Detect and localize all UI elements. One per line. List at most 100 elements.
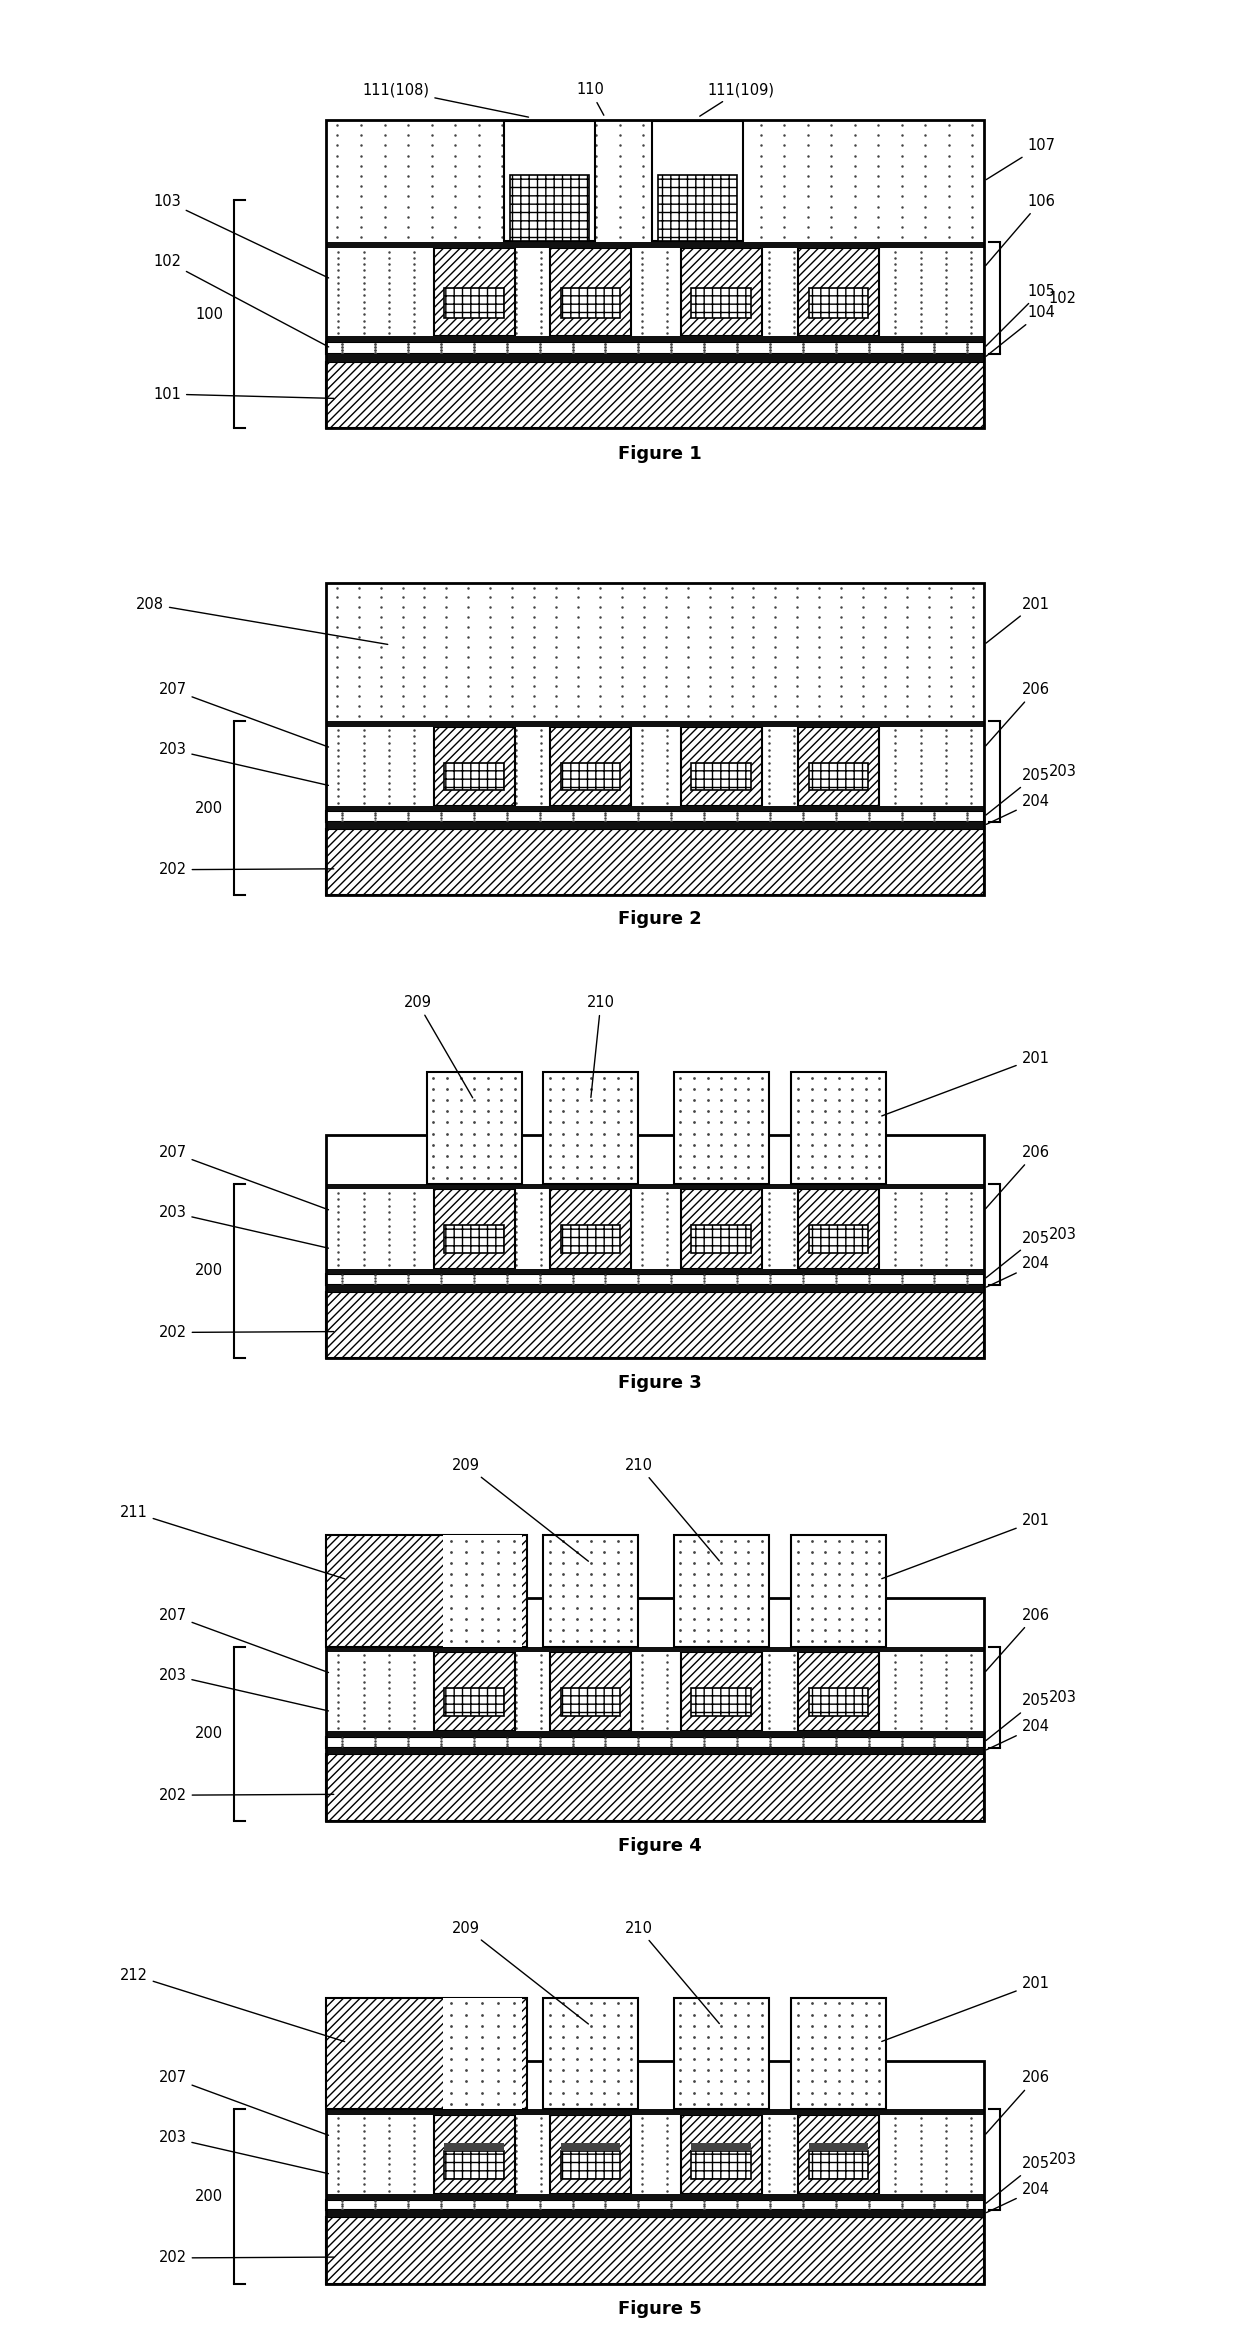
Bar — [444, 289, 503, 317]
Bar — [444, 2150, 503, 2178]
Text: 103: 103 — [153, 193, 329, 277]
Bar — [326, 2200, 983, 2211]
Text: 204: 204 — [986, 2181, 1049, 2214]
Text: 207: 207 — [159, 1144, 329, 1210]
Bar — [791, 1535, 887, 1647]
Bar — [443, 1535, 522, 1647]
Text: 204: 204 — [986, 1720, 1049, 1751]
Bar — [326, 1189, 983, 1269]
Bar — [681, 1652, 761, 1732]
Bar — [434, 1652, 515, 1732]
Text: 202: 202 — [159, 862, 334, 877]
Text: Figure 1: Figure 1 — [619, 444, 702, 463]
Bar — [326, 1732, 983, 1737]
Text: 211: 211 — [120, 1504, 345, 1579]
Text: 204: 204 — [986, 794, 1049, 825]
Text: 209: 209 — [403, 994, 472, 1097]
Text: 102: 102 — [153, 254, 329, 348]
Bar — [326, 1652, 983, 1732]
Text: 202: 202 — [159, 1788, 334, 1802]
Text: 111(108): 111(108) — [362, 82, 528, 118]
Bar — [551, 2115, 631, 2195]
Text: 203: 203 — [1049, 2153, 1076, 2167]
Bar — [681, 249, 761, 336]
Text: 210: 210 — [587, 994, 615, 1097]
Text: 203: 203 — [159, 2131, 329, 2174]
Bar — [326, 1755, 983, 1821]
Text: Figure 5: Figure 5 — [619, 2301, 702, 2317]
Text: 205: 205 — [986, 1694, 1049, 1741]
Bar — [326, 362, 983, 428]
Bar — [326, 1737, 983, 1748]
Bar — [510, 174, 589, 242]
Bar — [551, 1652, 631, 1732]
Text: 203: 203 — [1049, 1690, 1076, 1704]
Bar — [326, 830, 983, 895]
Bar — [326, 1135, 983, 1358]
Bar — [791, 1998, 887, 2110]
Text: 203: 203 — [159, 743, 329, 785]
Bar — [791, 1072, 887, 1184]
Text: 201: 201 — [986, 597, 1049, 644]
Bar — [444, 761, 503, 790]
Bar — [326, 2195, 983, 2200]
Text: 207: 207 — [159, 1607, 329, 1673]
Bar — [326, 2061, 983, 2284]
Bar — [434, 249, 515, 336]
Text: 110: 110 — [577, 82, 604, 115]
Bar — [808, 1224, 868, 1253]
Text: 210: 210 — [625, 1457, 719, 1560]
Bar — [326, 1292, 983, 1358]
Bar — [651, 120, 743, 242]
Bar — [326, 249, 983, 336]
Bar — [692, 1687, 750, 1716]
Bar — [799, 1189, 879, 1269]
Bar — [681, 2115, 761, 2195]
Bar — [434, 2115, 515, 2195]
Text: 101: 101 — [153, 385, 334, 402]
Bar — [326, 2211, 983, 2218]
Text: 202: 202 — [159, 1325, 334, 1339]
Text: 207: 207 — [159, 2070, 329, 2136]
Text: 205: 205 — [986, 2157, 1049, 2204]
Bar — [326, 242, 983, 249]
Bar — [326, 2110, 983, 2115]
Bar — [326, 1274, 983, 1285]
Bar — [326, 1647, 983, 1652]
Text: 200: 200 — [195, 1264, 223, 1278]
Bar — [444, 2143, 503, 2150]
Bar — [551, 249, 631, 336]
Bar — [692, 761, 750, 790]
Text: 206: 206 — [986, 1607, 1049, 1671]
Bar — [673, 1998, 769, 2110]
Bar — [326, 1269, 983, 1274]
Bar — [681, 1189, 761, 1269]
Bar — [560, 761, 620, 790]
Text: 204: 204 — [986, 1257, 1049, 1288]
Bar — [326, 2218, 983, 2284]
Bar — [808, 289, 868, 317]
Bar — [673, 1072, 769, 1184]
Bar — [799, 1652, 879, 1732]
Bar — [326, 726, 983, 806]
Text: 207: 207 — [159, 682, 329, 747]
Bar — [326, 1598, 983, 1821]
Text: 102: 102 — [1049, 291, 1076, 306]
Bar — [658, 174, 737, 242]
Bar — [326, 806, 983, 811]
Bar — [681, 726, 761, 806]
Text: 201: 201 — [882, 1050, 1049, 1116]
Text: 206: 206 — [986, 2070, 1049, 2134]
Bar — [551, 1189, 631, 1269]
Bar — [560, 2150, 620, 2178]
Bar — [326, 1285, 983, 1292]
Text: 209: 209 — [453, 1920, 589, 2023]
Bar — [692, 2143, 750, 2150]
Bar — [543, 1072, 639, 1184]
Bar — [673, 1535, 769, 1647]
Bar — [799, 249, 879, 336]
Bar — [326, 811, 983, 822]
Text: 203: 203 — [1049, 764, 1076, 780]
Bar — [543, 1998, 639, 2110]
Text: 100: 100 — [195, 306, 223, 322]
